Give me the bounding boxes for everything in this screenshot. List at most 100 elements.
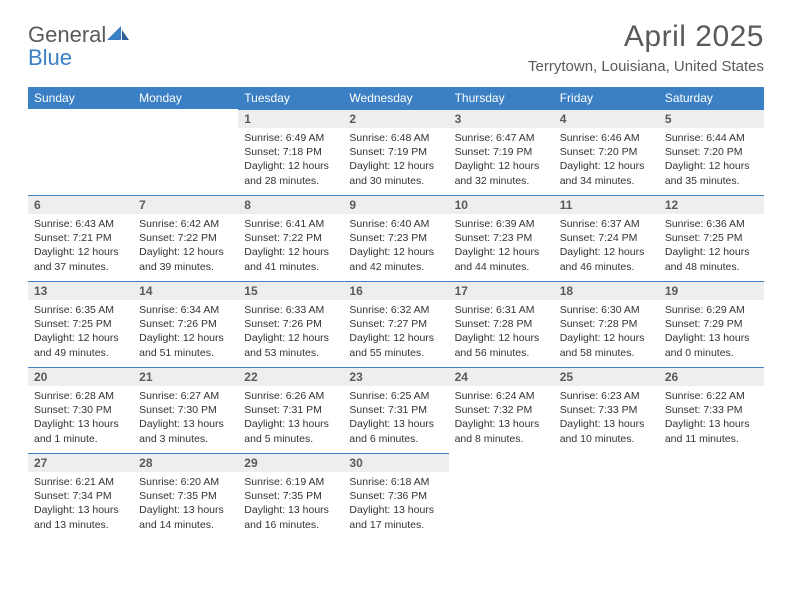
- day-cell: 22Sunrise: 6:26 AMSunset: 7:31 PMDayligh…: [238, 367, 343, 453]
- day-sunset: Sunset: 7:29 PM: [665, 317, 758, 331]
- day-details: Sunrise: 6:46 AMSunset: 7:20 PMDaylight:…: [554, 128, 659, 194]
- day-sunrise: Sunrise: 6:36 AM: [665, 217, 758, 231]
- brand-general: General: [28, 22, 106, 47]
- day-sunrise: Sunrise: 6:27 AM: [139, 389, 232, 403]
- day-daylight: Daylight: 12 hours and 32 minutes.: [455, 159, 548, 187]
- day-daylight: Daylight: 12 hours and 37 minutes.: [34, 245, 127, 273]
- calendar-body: 1Sunrise: 6:49 AMSunset: 7:18 PMDaylight…: [28, 109, 764, 539]
- day-cell: 17Sunrise: 6:31 AMSunset: 7:28 PMDayligh…: [449, 281, 554, 367]
- day-details: Sunrise: 6:42 AMSunset: 7:22 PMDaylight:…: [133, 214, 238, 280]
- weekday-header: Saturday: [659, 87, 764, 109]
- day-cell: 2Sunrise: 6:48 AMSunset: 7:19 PMDaylight…: [343, 109, 448, 195]
- day-number: 5: [659, 110, 764, 128]
- day-number: 30: [343, 454, 448, 472]
- day-sunrise: Sunrise: 6:42 AM: [139, 217, 232, 231]
- day-details: Sunrise: 6:32 AMSunset: 7:27 PMDaylight:…: [343, 300, 448, 366]
- day-number: 1: [238, 110, 343, 128]
- day-details: Sunrise: 6:33 AMSunset: 7:26 PMDaylight:…: [238, 300, 343, 366]
- day-number: 23: [343, 368, 448, 386]
- day-details: Sunrise: 6:40 AMSunset: 7:23 PMDaylight:…: [343, 214, 448, 280]
- calendar-table: Sunday Monday Tuesday Wednesday Thursday…: [28, 87, 764, 539]
- day-cell: [554, 453, 659, 539]
- day-daylight: Daylight: 12 hours and 44 minutes.: [455, 245, 548, 273]
- day-daylight: Daylight: 13 hours and 10 minutes.: [560, 417, 653, 445]
- day-details: Sunrise: 6:31 AMSunset: 7:28 PMDaylight:…: [449, 300, 554, 366]
- day-daylight: Daylight: 13 hours and 6 minutes.: [349, 417, 442, 445]
- day-sunset: Sunset: 7:31 PM: [349, 403, 442, 417]
- day-cell: 12Sunrise: 6:36 AMSunset: 7:25 PMDayligh…: [659, 195, 764, 281]
- day-sunrise: Sunrise: 6:31 AM: [455, 303, 548, 317]
- day-cell: 16Sunrise: 6:32 AMSunset: 7:27 PMDayligh…: [343, 281, 448, 367]
- day-sunrise: Sunrise: 6:47 AM: [455, 131, 548, 145]
- day-sunset: Sunset: 7:19 PM: [455, 145, 548, 159]
- day-number: 26: [659, 368, 764, 386]
- day-cell: 28Sunrise: 6:20 AMSunset: 7:35 PMDayligh…: [133, 453, 238, 539]
- week-row: 1Sunrise: 6:49 AMSunset: 7:18 PMDaylight…: [28, 109, 764, 195]
- day-sunset: Sunset: 7:24 PM: [560, 231, 653, 245]
- day-sunset: Sunset: 7:27 PM: [349, 317, 442, 331]
- day-daylight: Daylight: 12 hours and 39 minutes.: [139, 245, 232, 273]
- day-sunset: Sunset: 7:35 PM: [139, 489, 232, 503]
- day-cell: 18Sunrise: 6:30 AMSunset: 7:28 PMDayligh…: [554, 281, 659, 367]
- day-sunrise: Sunrise: 6:46 AM: [560, 131, 653, 145]
- day-sunrise: Sunrise: 6:26 AM: [244, 389, 337, 403]
- day-sunrise: Sunrise: 6:43 AM: [34, 217, 127, 231]
- day-sunrise: Sunrise: 6:22 AM: [665, 389, 758, 403]
- day-details: Sunrise: 6:34 AMSunset: 7:26 PMDaylight:…: [133, 300, 238, 366]
- day-daylight: Daylight: 12 hours and 53 minutes.: [244, 331, 337, 359]
- day-number: 6: [28, 196, 133, 214]
- week-row: 13Sunrise: 6:35 AMSunset: 7:25 PMDayligh…: [28, 281, 764, 367]
- calendar-page: General Blue April 2025 Terrytown, Louis…: [0, 0, 792, 559]
- day-cell: 19Sunrise: 6:29 AMSunset: 7:29 PMDayligh…: [659, 281, 764, 367]
- day-daylight: Daylight: 12 hours and 51 minutes.: [139, 331, 232, 359]
- day-details: Sunrise: 6:37 AMSunset: 7:24 PMDaylight:…: [554, 214, 659, 280]
- day-daylight: Daylight: 13 hours and 11 minutes.: [665, 417, 758, 445]
- day-number: 21: [133, 368, 238, 386]
- day-daylight: Daylight: 13 hours and 14 minutes.: [139, 503, 232, 531]
- day-sunset: Sunset: 7:33 PM: [665, 403, 758, 417]
- day-number: 25: [554, 368, 659, 386]
- day-details: Sunrise: 6:44 AMSunset: 7:20 PMDaylight:…: [659, 128, 764, 194]
- brand-logo: General Blue: [28, 20, 129, 69]
- day-details: Sunrise: 6:47 AMSunset: 7:19 PMDaylight:…: [449, 128, 554, 194]
- day-cell: 24Sunrise: 6:24 AMSunset: 7:32 PMDayligh…: [449, 367, 554, 453]
- day-cell: 9Sunrise: 6:40 AMSunset: 7:23 PMDaylight…: [343, 195, 448, 281]
- weekday-header: Friday: [554, 87, 659, 109]
- brand-blue: Blue: [28, 45, 72, 70]
- day-details: Sunrise: 6:30 AMSunset: 7:28 PMDaylight:…: [554, 300, 659, 366]
- day-number: 18: [554, 282, 659, 300]
- day-sunrise: Sunrise: 6:29 AM: [665, 303, 758, 317]
- day-number: 10: [449, 196, 554, 214]
- day-sunset: Sunset: 7:30 PM: [139, 403, 232, 417]
- day-sunrise: Sunrise: 6:24 AM: [455, 389, 548, 403]
- day-sunrise: Sunrise: 6:41 AM: [244, 217, 337, 231]
- day-daylight: Daylight: 12 hours and 28 minutes.: [244, 159, 337, 187]
- day-details: Sunrise: 6:22 AMSunset: 7:33 PMDaylight:…: [659, 386, 764, 452]
- day-details: Sunrise: 6:21 AMSunset: 7:34 PMDaylight:…: [28, 472, 133, 538]
- day-daylight: Daylight: 13 hours and 3 minutes.: [139, 417, 232, 445]
- week-row: 27Sunrise: 6:21 AMSunset: 7:34 PMDayligh…: [28, 453, 764, 539]
- day-number: 19: [659, 282, 764, 300]
- day-number: 29: [238, 454, 343, 472]
- day-sunset: Sunset: 7:31 PM: [244, 403, 337, 417]
- day-daylight: Daylight: 13 hours and 1 minute.: [34, 417, 127, 445]
- day-details: Sunrise: 6:49 AMSunset: 7:18 PMDaylight:…: [238, 128, 343, 194]
- day-cell: [133, 109, 238, 195]
- week-row: 20Sunrise: 6:28 AMSunset: 7:30 PMDayligh…: [28, 367, 764, 453]
- day-sunset: Sunset: 7:35 PM: [244, 489, 337, 503]
- day-number: 8: [238, 196, 343, 214]
- month-title: April 2025: [528, 20, 764, 54]
- day-sunset: Sunset: 7:32 PM: [455, 403, 548, 417]
- location-subtitle: Terrytown, Louisiana, United States: [528, 58, 764, 75]
- day-cell: 15Sunrise: 6:33 AMSunset: 7:26 PMDayligh…: [238, 281, 343, 367]
- day-sunrise: Sunrise: 6:32 AM: [349, 303, 442, 317]
- day-details: Sunrise: 6:41 AMSunset: 7:22 PMDaylight:…: [238, 214, 343, 280]
- day-sunset: Sunset: 7:26 PM: [244, 317, 337, 331]
- day-cell: 30Sunrise: 6:18 AMSunset: 7:36 PMDayligh…: [343, 453, 448, 539]
- day-number: 11: [554, 196, 659, 214]
- day-cell: 6Sunrise: 6:43 AMSunset: 7:21 PMDaylight…: [28, 195, 133, 281]
- day-number: 2: [343, 110, 448, 128]
- day-details: Sunrise: 6:23 AMSunset: 7:33 PMDaylight:…: [554, 386, 659, 452]
- day-details: Sunrise: 6:29 AMSunset: 7:29 PMDaylight:…: [659, 300, 764, 366]
- day-sunrise: Sunrise: 6:30 AM: [560, 303, 653, 317]
